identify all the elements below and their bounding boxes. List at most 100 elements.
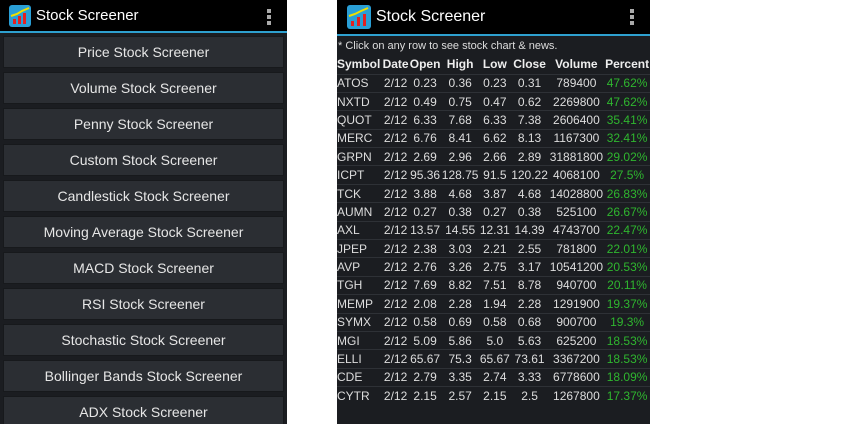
table-row[interactable]: ELLI 2/12 65.67 75.3 65.67 73.61 3367200 18.53% [337, 349, 650, 369]
screener-button-custom-stock-screener[interactable]: Custom Stock Screener [3, 144, 284, 176]
cell-open: 0.49 [409, 91, 442, 111]
cell-close: 2.89 [510, 147, 549, 166]
cell-percent: 27.5% [604, 165, 650, 185]
table-row[interactable]: CYTR 2/12 2.15 2.57 2.15 2.5 1267800 17.37% [337, 386, 650, 406]
table-row[interactable]: AVP 2/12 2.76 3.26 2.75 3.17 10541200 20.53% [337, 257, 650, 277]
cell-date: 2/12 [382, 128, 410, 148]
cell-open: 3.88 [409, 183, 442, 203]
cell-close: 0.62 [510, 91, 549, 111]
cell-symbol: AUMN [337, 202, 383, 222]
cell-date: 2/12 [382, 220, 410, 240]
screener-button-rsi-stock-screener[interactable]: RSI Stock Screener [3, 288, 284, 320]
cell-volume: 2606400 [548, 110, 605, 130]
table-row[interactable]: SYMX 2/12 0.58 0.69 0.58 0.68 900700 19.3% [337, 312, 650, 332]
table-row[interactable]: NXTD 2/12 0.49 0.75 0.47 0.62 2269800 47.62% [337, 91, 650, 111]
cell-percent: 20.11% [604, 275, 650, 295]
table-row[interactable]: TGH 2/12 7.69 8.82 7.51 8.78 940700 20.11% [337, 275, 650, 295]
column-header-high[interactable]: High [446, 57, 474, 72]
column-header-volume[interactable]: Volume [555, 57, 598, 72]
cell-volume: 10541200 [548, 257, 605, 277]
cell-volume: 1267800 [548, 386, 605, 406]
cell-percent: 18.53% [604, 330, 650, 350]
cell-close: 8.78 [510, 275, 549, 295]
cell-date: 2/12 [382, 257, 410, 277]
table-row[interactable]: TCK 2/12 3.88 4.68 3.87 4.68 14028800 26.83% [337, 183, 650, 203]
cell-close: 0.31 [510, 73, 549, 93]
cell-close: 3.33 [510, 367, 549, 387]
cell-symbol: ELLI [337, 349, 383, 369]
cell-low: 65.67 [479, 349, 511, 369]
cell-high: 0.36 [441, 73, 480, 93]
app-bar: Stock Screener [337, 0, 650, 36]
table-row[interactable]: MGI 2/12 5.09 5.86 5.0 5.63 625200 18.53% [337, 330, 650, 350]
cell-percent: 26.67% [604, 202, 650, 222]
cell-symbol: MERC [337, 128, 383, 148]
cell-high: 8.82 [441, 275, 480, 295]
screener-button-adx-stock-screener[interactable]: ADX Stock Screener [3, 396, 284, 424]
cell-symbol: MGI [337, 330, 383, 350]
screener-button-stochastic-stock-screener[interactable]: Stochastic Stock Screener [3, 324, 284, 356]
cell-low: 3.87 [479, 183, 511, 203]
overflow-menu-icon[interactable] [630, 9, 634, 25]
table-row[interactable]: MEMP 2/12 2.08 2.28 1.94 2.28 1291900 19.37% [337, 294, 650, 314]
cell-high: 7.68 [441, 110, 480, 130]
screener-button-volume-stock-screener[interactable]: Volume Stock Screener [3, 72, 284, 104]
app-bar: Stock Screener [0, 0, 287, 33]
cell-low: 2.15 [479, 386, 511, 406]
overflow-menu-icon[interactable] [267, 9, 271, 25]
cell-date: 2/12 [382, 312, 410, 332]
app-title: Stock Screener [376, 8, 486, 25]
cell-open: 0.58 [409, 312, 442, 332]
cell-symbol: TCK [337, 183, 383, 203]
cell-date: 2/12 [382, 275, 410, 295]
cell-high: 3.35 [441, 367, 480, 387]
column-header-date[interactable]: Date [382, 57, 409, 72]
table-row[interactable]: QUOT 2/12 6.33 7.68 6.33 7.38 2606400 35.41% [337, 110, 650, 130]
cell-volume: 3367200 [548, 349, 605, 369]
results-table: Symbol Date Open High Low Close Volume Percent … [337, 55, 650, 406]
cell-close: 73.61 [510, 349, 549, 369]
cell-high: 2.96 [441, 147, 480, 166]
cell-volume: 781800 [548, 239, 605, 258]
cell-percent: 17.37% [604, 386, 650, 406]
chart-logo-icon [9, 4, 31, 27]
table-row[interactable]: ICPT 2/12 95.36 128.75 91.5 120.22 4068100 27.5… [337, 165, 650, 185]
screener-button-penny-stock-screener[interactable]: Penny Stock Screener [3, 108, 284, 140]
screener-button-moving-average-stock-screener[interactable]: Moving Average Stock Screener [3, 216, 284, 248]
column-header-symbol[interactable]: Symbol [337, 57, 381, 72]
column-header-close[interactable]: Close [513, 57, 546, 72]
cell-volume: 4068100 [548, 165, 605, 185]
table-row[interactable]: ATOS 2/12 0.23 0.36 0.23 0.31 789400 47.62% [337, 73, 650, 93]
cell-open: 2.08 [409, 294, 442, 314]
column-header-open[interactable]: Open [409, 57, 441, 72]
cell-high: 2.57 [441, 386, 480, 406]
app-title: Stock Screener [36, 7, 139, 24]
cell-volume: 31881800 [548, 147, 605, 166]
cell-symbol: ATOS [337, 73, 383, 93]
cell-date: 2/12 [382, 330, 410, 350]
cell-open: 95.36 [409, 165, 442, 185]
cell-open: 0.23 [409, 73, 442, 93]
cell-low: 0.58 [479, 312, 511, 332]
cell-low: 2.74 [479, 367, 511, 387]
cell-percent: 19.37% [604, 294, 650, 314]
cell-open: 65.67 [409, 349, 442, 369]
screener-button-candlestick-stock-screener[interactable]: Candlestick Stock Screener [3, 180, 284, 212]
column-header-percent[interactable]: Percent [605, 57, 650, 72]
screener-button-macd-stock-screener[interactable]: MACD Stock Screener [3, 252, 284, 284]
cell-low: 0.23 [479, 73, 511, 93]
column-header-low[interactable]: Low [482, 57, 507, 72]
screener-button-price-stock-screener[interactable]: Price Stock Screener [3, 36, 284, 68]
cell-percent: 32.41% [604, 128, 650, 148]
table-row[interactable]: AUMN 2/12 0.27 0.38 0.27 0.38 525100 26.67% [337, 202, 650, 222]
table-row[interactable]: JPEP 2/12 2.38 3.03 2.21 2.55 781800 22.01% [337, 239, 650, 258]
cell-symbol: NXTD [337, 91, 383, 111]
cell-high: 0.38 [441, 202, 480, 222]
table-row[interactable]: AXL 2/12 13.57 14.55 12.31 14.39 4743700 22.47% [337, 220, 650, 240]
table-row[interactable]: GRPN 2/12 2.69 2.96 2.66 2.89 31881800 29.02% [337, 147, 650, 166]
screener-button-bollinger-bands-stock-screener[interactable]: Bollinger Bands Stock Screener [3, 360, 284, 392]
cell-volume: 2269800 [548, 91, 605, 111]
cell-low: 2.66 [479, 147, 511, 166]
table-row[interactable]: MERC 2/12 6.76 8.41 6.62 8.13 1167300 32.41% [337, 128, 650, 148]
table-row[interactable]: CDE 2/12 2.79 3.35 2.74 3.33 6778600 18.09% [337, 367, 650, 387]
